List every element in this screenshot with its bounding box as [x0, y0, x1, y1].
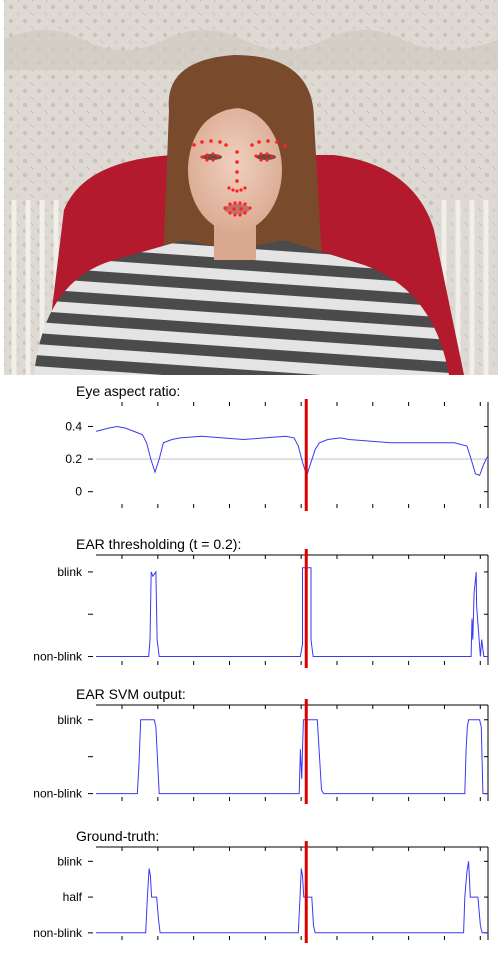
y-tick-label: non-blink: [33, 650, 83, 664]
y-tick-label: blink: [57, 565, 83, 579]
chart-title: Eye aspect ratio:: [76, 383, 180, 399]
chart-title: EAR SVM output:: [76, 686, 186, 702]
y-tick-label: non-blink: [33, 787, 83, 801]
webcam-frame: [4, 0, 498, 375]
curtain-pattern-band: [4, 30, 498, 70]
chart-title: Ground-truth:: [76, 828, 159, 844]
face: [188, 108, 282, 232]
y-tick-label: 0: [75, 485, 82, 499]
series-line: [96, 861, 488, 934]
series-line: [96, 719, 488, 795]
webcam-photo: [4, 0, 498, 375]
hair-fringe: [186, 85, 288, 150]
y-tick-label: non-blink: [33, 926, 83, 940]
y-tick-label: blink: [57, 854, 83, 868]
shirt: [34, 240, 449, 375]
chart-panel-3: EAR SVM output: blink non-blink: [33, 686, 489, 804]
chart-panel-4: Ground-truth: blink half non-blink: [33, 828, 489, 943]
y-tick-label: 0.4: [65, 419, 82, 433]
charts-area: Eye aspect ratio: 0.4 0.2 0 EAR thresholding…: [0, 375, 500, 953]
chart-title: EAR thresholding (t = 0.2):: [76, 536, 241, 552]
chart-panel-1: Eye aspect ratio: 0.4 0.2 0: [65, 383, 489, 511]
y-tick-label: 0.2: [65, 452, 82, 466]
blink-charts: Eye aspect ratio: 0.4 0.2 0 EAR thresholding…: [33, 383, 489, 943]
series-line: [95, 425, 489, 478]
facial-landmarks: [192, 139, 287, 217]
y-tick-label: half: [63, 890, 83, 904]
chart-panel-2: EAR thresholding (t = 0.2): blink non-blin…: [33, 536, 489, 668]
y-tick-label: blink: [57, 713, 83, 727]
series-line: [96, 567, 488, 657]
